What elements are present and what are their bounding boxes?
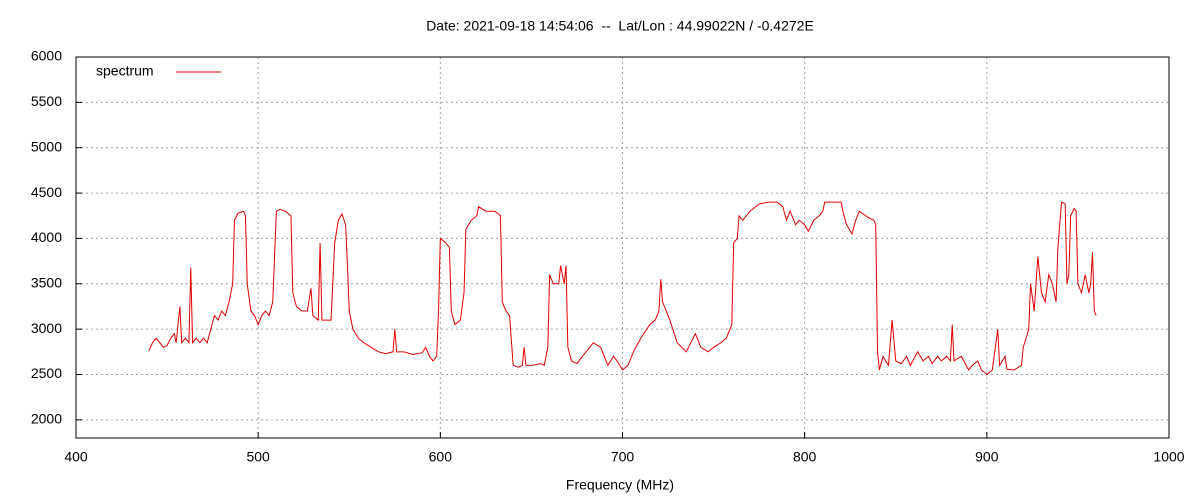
x-axis-label: Frequency (MHz) <box>566 477 674 493</box>
x-tick-label: 700 <box>611 449 635 465</box>
y-tick-label: 3500 <box>31 274 62 290</box>
plot-frame <box>75 56 1170 439</box>
y-tick-label: 5500 <box>31 93 62 109</box>
x-tick-label: 600 <box>429 449 453 465</box>
x-tick-label: 900 <box>975 449 999 465</box>
x-tick-label: 400 <box>64 449 88 465</box>
x-tick-label: 500 <box>246 449 270 465</box>
chart-title: Date: 2021-09-18 14:54:06 -- Lat/Lon : 4… <box>426 18 814 34</box>
data-line <box>148 201 1097 376</box>
x-tick-label: 800 <box>793 449 817 465</box>
y-tick-label: 4000 <box>31 229 62 245</box>
legend-label: spectrum <box>96 63 154 79</box>
y-tick-label: 2500 <box>31 365 62 381</box>
y-tick-label: 2000 <box>31 411 62 427</box>
y-tick-label: 6000 <box>31 48 62 64</box>
x-tick-label: 1000 <box>1153 449 1184 465</box>
y-tick-label: 4500 <box>31 184 62 200</box>
y-tick-label: 3000 <box>31 320 62 336</box>
y-tick-label: 5000 <box>31 138 62 154</box>
